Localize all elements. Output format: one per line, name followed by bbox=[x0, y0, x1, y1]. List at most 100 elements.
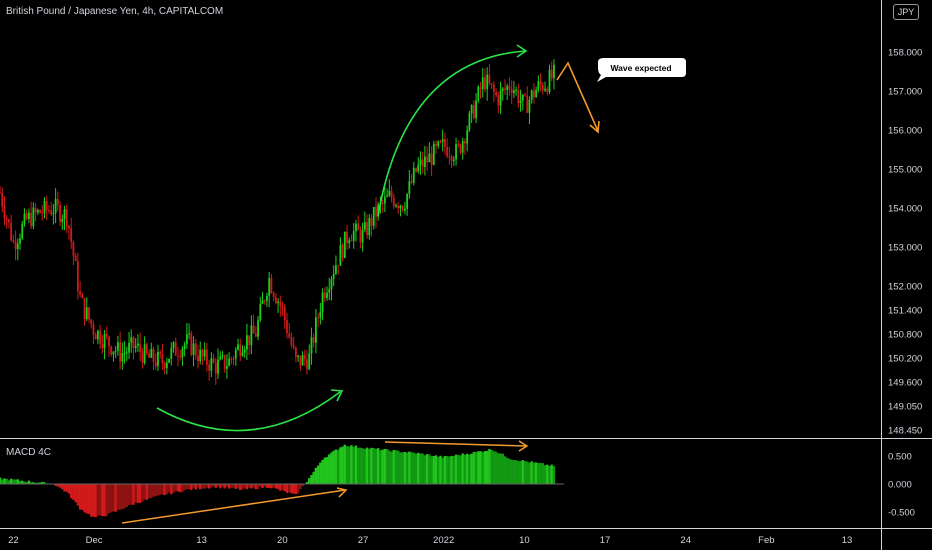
candle-body bbox=[350, 240, 353, 242]
time-tick-label: 17 bbox=[600, 535, 611, 546]
candle-body bbox=[319, 312, 322, 318]
candle-body bbox=[105, 334, 108, 337]
macd-bar bbox=[67, 484, 71, 494]
candle-body bbox=[504, 88, 506, 90]
candle-body bbox=[92, 324, 95, 335]
candle-body bbox=[134, 345, 137, 348]
macd-bar bbox=[199, 484, 202, 490]
macd-bar bbox=[72, 484, 75, 500]
price-tick-label: 155.000 bbox=[888, 165, 922, 176]
candle-body bbox=[495, 91, 497, 96]
candle-body bbox=[370, 218, 373, 226]
macd-bar bbox=[439, 455, 442, 484]
macd-bar bbox=[370, 447, 373, 484]
macd-bar bbox=[390, 451, 393, 484]
candle-body bbox=[441, 139, 444, 142]
candle-body bbox=[337, 265, 340, 267]
macd-bar bbox=[36, 482, 40, 484]
candle-body bbox=[32, 207, 35, 227]
price-candles bbox=[0, 59, 555, 386]
candle-body bbox=[199, 349, 202, 362]
macd-bar bbox=[481, 451, 484, 484]
time-tick-label: 10 bbox=[519, 535, 530, 546]
macd-bar bbox=[243, 484, 246, 489]
time-axis[interactable]: 22 Dec 13 20 27 2022 10 17 24 Feb 13 bbox=[8, 535, 852, 546]
macd-bar bbox=[310, 475, 313, 484]
candle-body bbox=[432, 143, 435, 165]
candle-body bbox=[7, 219, 10, 223]
candle-body bbox=[501, 88, 504, 91]
candle-body bbox=[141, 352, 144, 363]
candle-body bbox=[481, 77, 484, 90]
candle-body bbox=[490, 83, 493, 85]
macd-bar bbox=[98, 484, 102, 516]
candle-body bbox=[346, 231, 348, 244]
candle-body bbox=[197, 355, 199, 362]
macd-low-trendline bbox=[121, 489, 346, 524]
candle-body bbox=[546, 88, 549, 93]
macd-bar bbox=[18, 480, 22, 484]
macd-bar bbox=[94, 484, 97, 518]
time-tick-label: Feb bbox=[758, 535, 774, 546]
wave-expected-callout[interactable]: Wave expected bbox=[597, 58, 686, 82]
macd-bar bbox=[452, 455, 456, 484]
candle-body bbox=[79, 291, 81, 295]
candle-body bbox=[299, 355, 302, 366]
macd-bar bbox=[227, 484, 231, 489]
macd-bar bbox=[192, 484, 195, 489]
candle-body bbox=[288, 333, 291, 338]
candle-body bbox=[266, 295, 268, 301]
candle-body bbox=[203, 349, 206, 357]
time-tick-label: 27 bbox=[358, 535, 369, 546]
candle-body bbox=[99, 330, 102, 344]
candle-body bbox=[317, 317, 320, 319]
candle-body bbox=[281, 306, 284, 308]
time-tick-label: Dec bbox=[86, 535, 103, 546]
macd-bar bbox=[5, 478, 8, 484]
candle-body bbox=[0, 192, 1, 194]
candle-body bbox=[250, 325, 253, 346]
macd-bar bbox=[419, 453, 422, 484]
price-axis[interactable]: 158.000 157.000 156.000 155.000 154.000 153.0… bbox=[888, 48, 922, 437]
candle-body bbox=[154, 362, 157, 367]
candle-body bbox=[16, 243, 19, 250]
currency-badge[interactable]: JPY bbox=[893, 4, 919, 20]
macd-bar bbox=[69, 484, 73, 499]
macd-bar bbox=[272, 484, 275, 488]
macd-bar bbox=[223, 484, 226, 489]
macd-bar bbox=[341, 446, 344, 484]
candle-body bbox=[194, 343, 197, 356]
candle-body bbox=[435, 143, 437, 147]
candle-body bbox=[424, 156, 426, 167]
macd-bar bbox=[448, 456, 451, 484]
candle-body bbox=[361, 229, 364, 243]
macd-bar bbox=[259, 484, 262, 487]
macd-bar bbox=[350, 445, 353, 484]
candle-body bbox=[297, 355, 300, 357]
candle-body bbox=[484, 77, 486, 90]
macd-bar bbox=[58, 484, 62, 488]
candle-body bbox=[548, 69, 551, 93]
candle-body bbox=[417, 164, 420, 172]
time-tick-label: 22 bbox=[8, 535, 19, 546]
candle-body bbox=[96, 330, 99, 340]
macd-bar bbox=[281, 484, 284, 491]
macd-bar bbox=[141, 484, 144, 502]
macd-bar bbox=[54, 484, 57, 486]
macd-bar bbox=[263, 484, 266, 487]
macd-bar bbox=[194, 484, 197, 490]
candle-body bbox=[159, 352, 162, 355]
candle-body bbox=[310, 337, 313, 354]
candle-body bbox=[452, 159, 455, 161]
macd-bar bbox=[336, 449, 340, 484]
macd-bar bbox=[196, 484, 200, 488]
macd-bar bbox=[134, 484, 137, 503]
candle-body bbox=[145, 344, 148, 354]
candle-body bbox=[61, 219, 64, 222]
macd-axis[interactable]: 0.500 0.000 -0.500 bbox=[888, 452, 915, 519]
candle-body bbox=[466, 130, 469, 144]
macd-bar bbox=[78, 484, 82, 510]
candle-body bbox=[524, 94, 526, 96]
candle-body bbox=[395, 205, 397, 207]
